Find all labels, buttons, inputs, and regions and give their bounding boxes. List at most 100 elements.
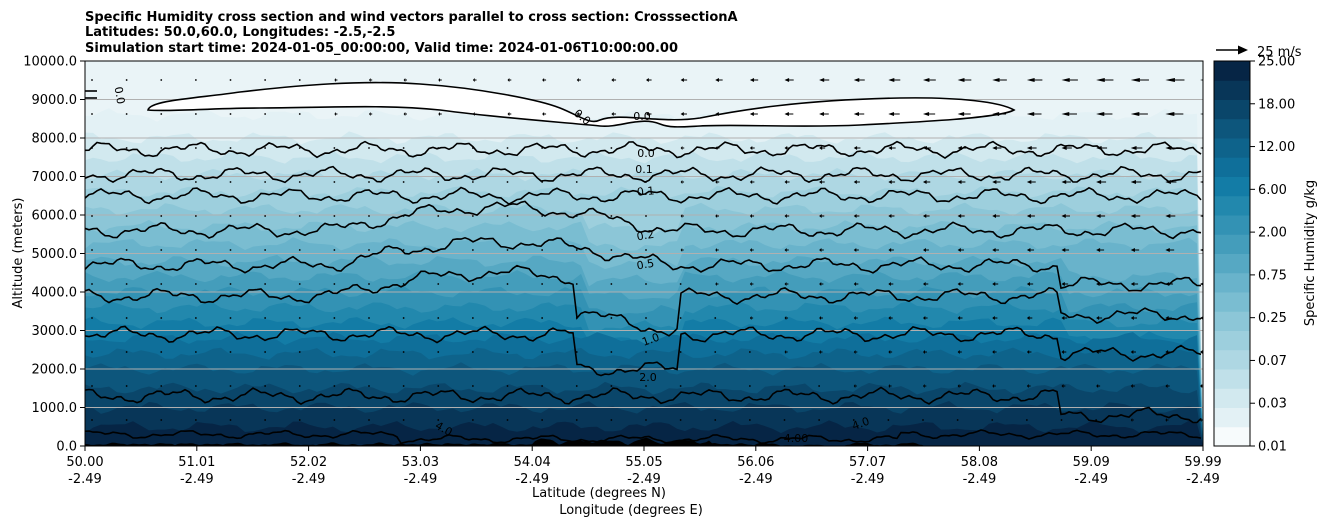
wind-vector: [888, 316, 893, 320]
colorbar-tick-label: 18.00: [1258, 97, 1295, 112]
wind-vector: [368, 215, 370, 217]
wind-vector: [888, 384, 892, 388]
wind-vector: [298, 147, 301, 149]
wind-vector: [887, 419, 890, 421]
wind-vector: [575, 215, 578, 217]
wind-vector: [402, 181, 405, 183]
wind-vector: [923, 78, 936, 82]
wind-vector: [784, 78, 794, 82]
wind-vector: [992, 384, 996, 388]
wind-vectors: [91, 78, 1203, 422]
wind-vector: [402, 317, 405, 319]
wind-vector: [194, 249, 197, 251]
wind-vector: [471, 419, 474, 421]
wind-vector: [888, 146, 896, 150]
x-tick-label-lon: -2.49: [963, 472, 997, 487]
wind-vector: [646, 78, 652, 82]
wind-vector: [610, 385, 613, 387]
wind-vector: [229, 181, 232, 183]
wind-vector: [333, 249, 336, 251]
wind-vector: [992, 78, 1007, 82]
wind-vector: [91, 147, 93, 149]
wind-vector: [748, 419, 751, 421]
contour-label: 0.5: [636, 257, 655, 273]
x-tick-label-lat: 57.07: [849, 455, 886, 470]
colorbar-band: [1214, 388, 1250, 408]
wind-vector: [1025, 419, 1028, 421]
wind-vector: [784, 112, 794, 116]
wind-vector: [264, 351, 267, 353]
wind-vector: [542, 112, 547, 116]
wind-vector: [1061, 384, 1066, 388]
wind-vector: [679, 385, 682, 387]
wind-vector: [160, 215, 163, 217]
wind-vector: [575, 419, 578, 421]
wind-vector: [992, 282, 999, 286]
wind-vector: [507, 112, 512, 116]
wind-vector: [1026, 112, 1042, 116]
wind-vector: [749, 248, 754, 252]
wind-vector: [853, 180, 860, 184]
wind-vector: [748, 385, 751, 387]
wind-vector: [957, 146, 967, 150]
wind-vector: [472, 112, 477, 116]
wind-vector: [611, 78, 617, 82]
wind-vector: [957, 384, 962, 388]
wind-vector: [541, 385, 544, 387]
y-tick-label: 4000.0: [32, 286, 78, 301]
x-tick-label-lat: 55.05: [625, 455, 662, 470]
wind-vector: [819, 180, 825, 184]
wind-vector: [333, 147, 336, 149]
wind-vector: [784, 282, 789, 286]
contour-label: 0.0: [112, 86, 128, 105]
wind-vector: [1130, 418, 1134, 422]
wind-vector: [437, 147, 440, 149]
y-tick-label: 10000.0: [23, 55, 77, 70]
contour-label: 2.0: [639, 371, 657, 384]
colorbar-tick-label: 0.75: [1258, 268, 1287, 283]
grid: [85, 99, 1203, 408]
colorbar-ticks: 0.01 0.03 0.07 0.25 0.75 2.00 6.00 12.00 18.00 25…: [1250, 55, 1295, 455]
wind-vector: [1200, 350, 1203, 354]
wind-vector: [160, 283, 163, 285]
wind-vector: [1130, 78, 1149, 82]
wind-vector: [819, 146, 826, 150]
humidity-band: [85, 420, 1203, 446]
colorbar-tick-label: 0.03: [1258, 397, 1287, 412]
wind-vector: [298, 317, 301, 319]
wind-vector: [575, 385, 578, 387]
wind-vector: [1130, 384, 1135, 388]
wind-vector: [645, 249, 647, 251]
wind-vector: [437, 351, 440, 353]
colorbar-band: [1214, 157, 1250, 177]
wind-vector: [1061, 214, 1070, 218]
wind-vector: [679, 283, 682, 285]
y-tick-label: 9000.0: [32, 93, 78, 108]
wind-vector: [957, 78, 972, 82]
humidity-filled-contours: [85, 61, 1203, 446]
wind-vector: [1200, 316, 1203, 320]
wind-vector: [125, 317, 128, 319]
wind-vector: [298, 385, 301, 387]
wind-vector: [194, 79, 197, 81]
contour-line: [85, 236, 1202, 292]
x-tick-label-lon: -2.49: [1186, 472, 1220, 487]
wind-vector: [957, 316, 963, 320]
wind-vector: [1061, 78, 1078, 82]
wind-vector: [923, 384, 927, 388]
wind-vector: [749, 146, 755, 150]
colorbar-band: [1214, 99, 1250, 120]
x-tick-label-lat: 59.09: [1073, 455, 1110, 470]
wind-vector: [819, 350, 823, 354]
wind-vector: [853, 316, 858, 320]
wind-vector: [680, 214, 684, 218]
wind-vector: [1061, 282, 1069, 286]
colorbar-band: [1214, 407, 1250, 428]
wind-vector: [437, 385, 440, 387]
wind-vector: [160, 147, 163, 149]
wind-vector: [992, 350, 997, 354]
wind-vector: [125, 113, 128, 115]
wind-vector: [957, 248, 964, 252]
contour-line: [85, 186, 1202, 206]
wind-vector: [541, 215, 544, 217]
